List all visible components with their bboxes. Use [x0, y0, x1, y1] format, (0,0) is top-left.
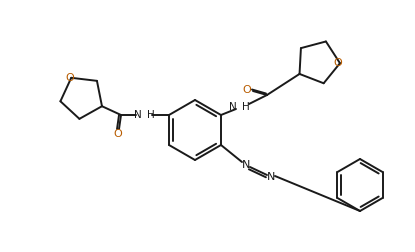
Text: O: O — [243, 85, 251, 95]
Text: H: H — [147, 110, 155, 120]
Text: N: N — [134, 110, 142, 120]
Text: N: N — [267, 172, 275, 182]
Text: O: O — [65, 73, 73, 83]
Text: H: H — [242, 102, 250, 112]
Text: N: N — [229, 102, 237, 112]
Text: O: O — [114, 129, 122, 139]
Text: N: N — [242, 160, 250, 170]
Text: O: O — [334, 58, 342, 68]
